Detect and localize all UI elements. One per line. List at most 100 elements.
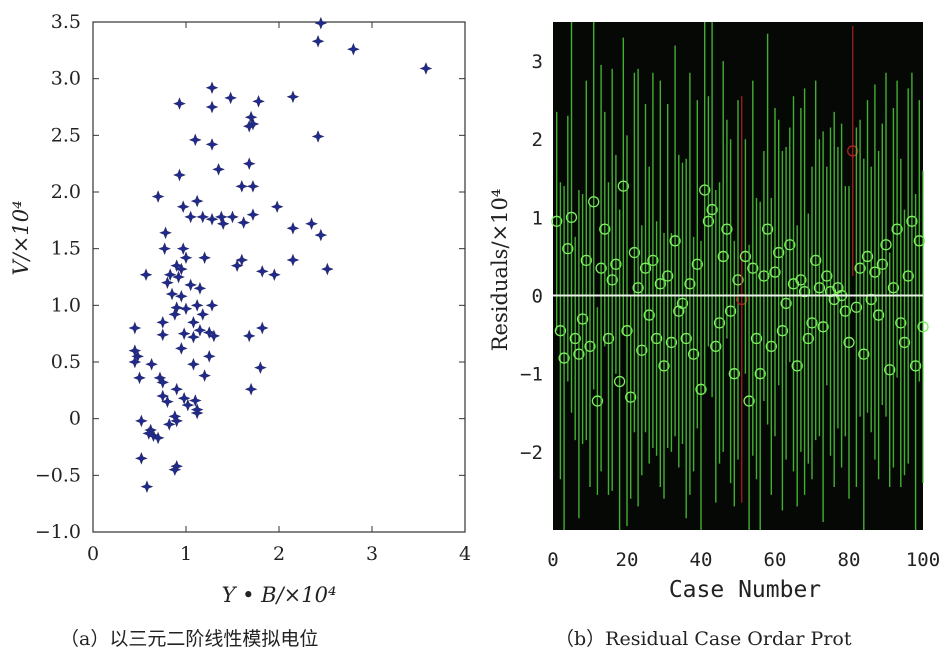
scatter-ytick-label: 0 — [69, 408, 81, 430]
scatter-point — [177, 327, 191, 340]
residual-point — [776, 325, 789, 337]
scatter-ytick-label: 1.5 — [51, 238, 81, 260]
residual-point — [617, 180, 629, 192]
residual-point — [861, 250, 874, 263]
scatter-point — [170, 259, 184, 272]
scatter-xtick-label: 0 — [87, 543, 99, 565]
scatter-point — [135, 414, 148, 428]
residual-marks — [551, 22, 929, 530]
residual-point — [876, 258, 888, 270]
residual-point — [865, 293, 877, 306]
residual-point — [739, 250, 752, 263]
scatter-point — [187, 330, 200, 344]
scatter-point — [246, 208, 260, 221]
scatter-point — [202, 350, 216, 363]
scatter-point — [268, 268, 281, 282]
residual-point — [891, 223, 903, 235]
scatter-panel: 0 1 2 3 4 3.5 3.0 2.5 2.0 1.5 1.0 0.5 0 −0.5 −1.0 Y • … — [9, 11, 471, 607]
residual-point — [736, 293, 748, 306]
scatter-point — [151, 190, 165, 203]
scatter-point — [156, 316, 170, 329]
residual-point — [754, 368, 766, 380]
scatter-point — [198, 251, 211, 265]
scatter-point — [188, 133, 202, 147]
scatter-ticks: 0 1 2 3 4 3.5 3.0 2.5 2.0 1.5 1.0 0.5 0 −0.5 −1.0 — [35, 11, 471, 565]
residual-point — [595, 262, 607, 274]
residual-point — [761, 223, 774, 235]
scatter-point — [314, 16, 328, 30]
scatter-point — [193, 282, 207, 295]
residual-point — [724, 305, 737, 317]
residual-ylabel: Residuals/×10⁴ — [488, 189, 512, 352]
residual-point — [702, 215, 715, 227]
scatter-point — [168, 308, 182, 321]
residual-point — [684, 278, 696, 290]
scatter-point — [286, 90, 300, 104]
scatter-xtick-label: 2 — [273, 543, 285, 565]
residual-ytick-label: 1 — [532, 207, 543, 229]
residual-point — [847, 145, 859, 157]
residual-point — [843, 336, 855, 349]
residual-xtick-label: 80 — [838, 549, 861, 571]
scatter-point — [311, 130, 325, 143]
scatter-point — [161, 395, 174, 408]
residual-point — [602, 332, 615, 345]
scatter-point — [184, 210, 197, 224]
residual-xtick-label: 20 — [616, 549, 639, 571]
residual-point — [643, 309, 655, 321]
residual-point — [654, 278, 666, 290]
residual-point — [858, 348, 870, 360]
scatter-point — [242, 329, 256, 343]
scatter-point — [145, 357, 158, 371]
residual-point — [591, 395, 604, 407]
residual-point — [691, 258, 703, 270]
residual-point — [662, 270, 674, 282]
scatter-point — [176, 200, 190, 214]
scatter-point — [140, 480, 154, 493]
scatter-point — [205, 138, 219, 151]
residual-point — [565, 211, 578, 224]
residual-point — [917, 321, 929, 333]
scatter-point — [165, 287, 179, 301]
residual-point — [636, 344, 648, 356]
residual-point — [554, 325, 567, 337]
residual-point — [569, 332, 581, 345]
scatter-point — [252, 95, 265, 108]
scatter-point — [205, 299, 219, 312]
scatter-point — [175, 262, 188, 276]
residual-point — [713, 317, 726, 329]
residual-point — [632, 282, 644, 294]
residual-ytick-label: −1 — [520, 364, 543, 386]
scatter-point — [168, 463, 182, 476]
residual-point — [750, 332, 763, 345]
residual-point — [669, 235, 681, 247]
scatter-point — [142, 427, 156, 440]
residual-point — [850, 301, 863, 313]
residual-xtick-label: 0 — [547, 549, 558, 571]
scatter-point — [286, 221, 300, 235]
residual-point — [813, 282, 826, 294]
scatter-point — [321, 262, 334, 276]
scatter-point — [163, 268, 177, 282]
residual-point — [880, 239, 892, 251]
scatter-point — [181, 398, 195, 412]
residual-point — [802, 332, 814, 345]
residual-point — [606, 274, 618, 286]
scatter-ylabel: V/×10⁴ — [9, 201, 33, 276]
scatter-point — [133, 371, 146, 385]
scatter-point — [230, 259, 244, 272]
residual-point — [821, 270, 833, 282]
scatter-point — [224, 91, 237, 105]
scatter-point — [305, 217, 318, 231]
residual-point — [884, 364, 896, 376]
scatter-point — [311, 34, 325, 48]
scatter-point — [235, 180, 249, 193]
residual-point — [647, 254, 659, 267]
residual-point — [676, 297, 689, 310]
scatter-point — [212, 163, 225, 176]
residual-xtick-label: 40 — [690, 549, 713, 571]
residual-point — [906, 215, 918, 227]
residual-point — [902, 270, 914, 282]
scatter-point — [190, 403, 204, 416]
residual-point — [872, 309, 885, 321]
